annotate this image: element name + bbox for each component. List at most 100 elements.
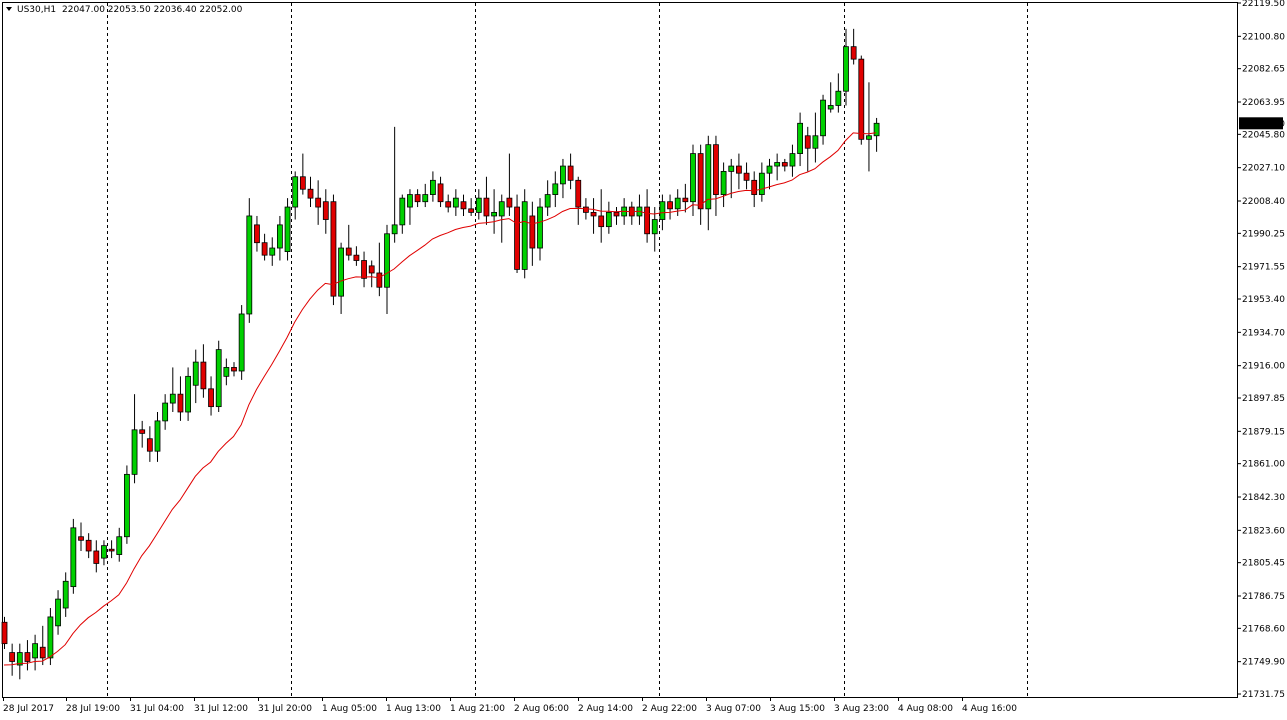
- candle-body: [407, 194, 413, 208]
- candle-body: [827, 105, 834, 110]
- x-tick-label: 28 Jul 2017: [3, 704, 54, 714]
- candle-body: [108, 548, 115, 552]
- candle: [720, 162, 727, 208]
- candle: [215, 340, 222, 412]
- candle: [682, 183, 689, 213]
- candle: [231, 362, 237, 377]
- candle-body: [452, 197, 459, 208]
- candle-body: [690, 153, 696, 203]
- candle: [506, 153, 513, 216]
- candle-body: [797, 122, 803, 154]
- candle-body: [674, 197, 681, 210]
- candle-body: [468, 208, 475, 213]
- ohlc-readout: 22047.00 22053.50 22036.40 22052.00: [62, 5, 243, 15]
- candle-body: [766, 165, 773, 174]
- chart-header: US30,H1 22047.00 22053.50 22036.40 22052…: [6, 5, 243, 15]
- candle-body: [338, 247, 345, 297]
- candle: [124, 465, 130, 544]
- candle-body: [873, 122, 880, 137]
- candle: [713, 135, 719, 216]
- x-tick-label: 4 Aug 16:00: [962, 704, 1017, 714]
- candle: [820, 94, 826, 145]
- candle-body: [720, 171, 727, 195]
- candle-body: [590, 211, 597, 217]
- candlesticks: [1, 28, 880, 680]
- candle-body: [789, 153, 796, 167]
- candle-body: [131, 429, 138, 475]
- current-price-label: 22052.00: [1242, 119, 1285, 129]
- x-tick-label: 2 Aug 14:00: [578, 704, 633, 714]
- candle: [361, 251, 367, 288]
- candle: [812, 112, 819, 163]
- candle-body: [1, 621, 8, 645]
- candle-body: [644, 206, 650, 235]
- candle-body: [391, 224, 398, 235]
- candle: [483, 176, 490, 225]
- y-tick-label: 22119.50: [1242, 0, 1285, 9]
- candle-body: [223, 367, 230, 377]
- candle-body: [583, 206, 589, 213]
- candle: [613, 207, 620, 225]
- candle-body: [246, 215, 253, 315]
- candle-body: [24, 652, 31, 662]
- candle: [307, 176, 314, 208]
- candle-body: [192, 361, 199, 386]
- y-tick-label: 21916.00: [1242, 362, 1285, 372]
- candle: [552, 171, 559, 208]
- candle: [39, 625, 46, 666]
- candle: [85, 533, 92, 559]
- candle: [223, 358, 230, 386]
- candle-body: [269, 247, 276, 256]
- candle: [185, 367, 192, 421]
- candle: [131, 394, 138, 484]
- candle: [743, 162, 750, 190]
- candle-body: [315, 197, 322, 208]
- candle: [192, 349, 199, 404]
- candle: [858, 55, 865, 145]
- x-tick-label: 4 Aug 08:00: [898, 704, 953, 714]
- candle-body: [169, 393, 176, 404]
- candle-body: [177, 393, 184, 413]
- time-axis[interactable]: 28 Jul 2017 28 Jul 19:00 31 Jul 04:00 31 Ju…: [3, 697, 1017, 714]
- candle-body: [751, 179, 758, 195]
- candle-body: [781, 162, 788, 167]
- candle-body: [521, 201, 528, 270]
- candle-body: [613, 211, 620, 217]
- candle: [47, 608, 54, 666]
- candle-body: [575, 179, 582, 208]
- candle-body: [682, 197, 689, 203]
- candle: [399, 194, 406, 234]
- candle: [774, 153, 781, 181]
- dropdown-triangle-icon[interactable]: [6, 7, 12, 11]
- candle: [521, 189, 528, 279]
- candle: [544, 180, 551, 216]
- candle-body: [514, 206, 520, 270]
- candle: [674, 189, 681, 216]
- candle: [827, 82, 834, 113]
- candle-body: [567, 165, 574, 181]
- candle-body: [529, 215, 536, 249]
- candle: [299, 153, 306, 195]
- candle-body: [422, 194, 429, 203]
- candle: [407, 189, 413, 225]
- candle: [804, 126, 811, 172]
- candle-body: [437, 183, 444, 203]
- candle: [169, 367, 176, 412]
- candle-body: [659, 201, 666, 220]
- candle-body: [605, 211, 612, 228]
- candle-body: [667, 201, 673, 210]
- candle: [598, 189, 605, 243]
- candle: [475, 189, 482, 220]
- candle-body: [70, 527, 77, 588]
- y-tick-label: 21768.60: [1242, 624, 1285, 634]
- price-axis[interactable]: 22119.50 22100.80 22082.65 22063.95 22045.80…: [1237, 0, 1285, 700]
- candle: [322, 189, 329, 234]
- candle: [414, 189, 421, 208]
- candle: [261, 233, 268, 261]
- candle-body: [78, 536, 84, 541]
- candle-body: [55, 598, 61, 627]
- candle-body: [254, 224, 260, 244]
- candle-body: [774, 162, 781, 167]
- candle: [101, 540, 107, 566]
